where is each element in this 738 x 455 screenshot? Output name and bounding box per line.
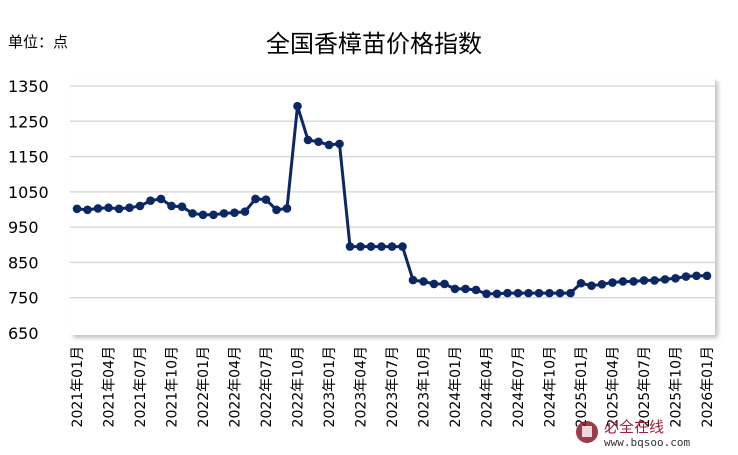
y-tick-label: 1350	[8, 77, 49, 96]
x-tick-label: 2022年10月	[291, 346, 307, 427]
x-tick-label: 2023年04月	[354, 346, 370, 427]
data-point	[377, 242, 386, 251]
data-point	[471, 285, 481, 295]
y-tick-label: 1050	[8, 183, 49, 202]
data-point	[513, 288, 523, 298]
data-point	[419, 277, 428, 286]
y-tick-label: 750	[8, 289, 39, 308]
data-point	[345, 242, 355, 251]
plot-area	[70, 78, 715, 335]
svg-text:必全在线: 必全在线	[604, 418, 664, 436]
data-point	[429, 279, 439, 289]
data-point	[566, 288, 575, 298]
data-point	[209, 210, 218, 220]
x-tick-label: 2024年10月	[543, 346, 559, 427]
data-point	[356, 242, 365, 251]
x-tick-label: 2025年10月	[669, 346, 685, 427]
data-point	[135, 201, 145, 211]
data-point	[219, 209, 229, 218]
data-point	[261, 195, 271, 204]
data-point	[440, 279, 449, 289]
x-tick-label: 2025年07月	[637, 346, 653, 427]
svg-text:www.bqsoo.com: www.bqsoo.com	[604, 436, 690, 449]
y-tick-label: 850	[8, 253, 39, 272]
x-tick-label: 2021年01月	[70, 346, 86, 427]
x-tick-label: 2024年01月	[448, 346, 464, 427]
data-point	[408, 275, 418, 285]
data-point	[702, 271, 712, 281]
y-tick-label: 950	[8, 218, 39, 237]
data-point	[555, 288, 565, 298]
data-point	[272, 205, 281, 215]
data-point	[503, 288, 512, 298]
data-point	[587, 281, 596, 291]
data-point	[104, 203, 113, 213]
data-point	[188, 209, 197, 218]
data-point	[240, 207, 250, 216]
x-tick-label: 2022年07月	[259, 346, 275, 427]
data-point	[72, 204, 82, 214]
data-point	[671, 274, 680, 283]
x-tick-label: 2023年10月	[417, 346, 433, 427]
x-tick-label: 2021年04月	[102, 346, 118, 427]
x-tick-label: 2022年01月	[196, 346, 212, 427]
x-tick-label: 2024年07月	[511, 346, 527, 427]
data-point	[692, 271, 701, 281]
data-point	[314, 137, 323, 147]
data-point	[114, 204, 124, 214]
data-point	[576, 278, 586, 288]
chart-title: 全国香樟苗价格指数	[266, 30, 482, 58]
x-tick-label: 2026年01月	[700, 346, 716, 427]
data-point	[83, 205, 92, 215]
watermark-icon: 必全在线 www.bqsoo.com	[576, 418, 690, 449]
data-point	[167, 201, 176, 211]
data-point	[639, 276, 649, 285]
x-tick-label: 2024年04月	[480, 346, 496, 427]
x-tick-label: 2025年01月	[574, 346, 590, 427]
data-point	[146, 196, 155, 205]
y-tick-label: 1250	[8, 112, 49, 131]
data-point	[608, 278, 617, 287]
data-point	[524, 288, 533, 298]
data-point	[461, 284, 470, 294]
data-point	[387, 242, 397, 251]
data-point	[398, 242, 407, 251]
data-point	[324, 140, 334, 150]
data-point	[650, 276, 659, 285]
unit-label: 单位：点	[8, 33, 69, 51]
data-point	[335, 139, 344, 149]
data-point	[534, 288, 544, 298]
data-point	[93, 204, 103, 213]
data-point	[681, 272, 691, 281]
data-point	[629, 277, 638, 286]
data-point	[156, 194, 166, 204]
x-tick-label: 2021年10月	[165, 346, 181, 427]
x-tick-label: 2023年07月	[385, 346, 401, 427]
x-tick-label: 2025年04月	[606, 346, 622, 427]
y-tick-label: 1150	[8, 148, 49, 167]
x-tick-label: 2021年07月	[133, 346, 149, 427]
data-point	[618, 277, 628, 286]
data-point	[251, 194, 260, 204]
data-point	[597, 280, 607, 289]
data-point	[545, 288, 554, 298]
x-tick-label: 2023年01月	[322, 346, 338, 427]
data-point	[177, 202, 187, 211]
data-point	[492, 289, 502, 299]
data-point	[660, 275, 670, 284]
data-point	[282, 204, 292, 213]
data-point	[450, 284, 460, 294]
data-point	[366, 242, 376, 251]
data-point	[125, 203, 134, 213]
y-tick-label: 650	[8, 324, 39, 343]
data-point	[198, 210, 208, 220]
data-point	[293, 101, 302, 111]
data-point	[482, 289, 491, 299]
data-point	[230, 208, 239, 217]
x-tick-label: 2022年04月	[228, 346, 244, 427]
data-point	[303, 135, 313, 145]
